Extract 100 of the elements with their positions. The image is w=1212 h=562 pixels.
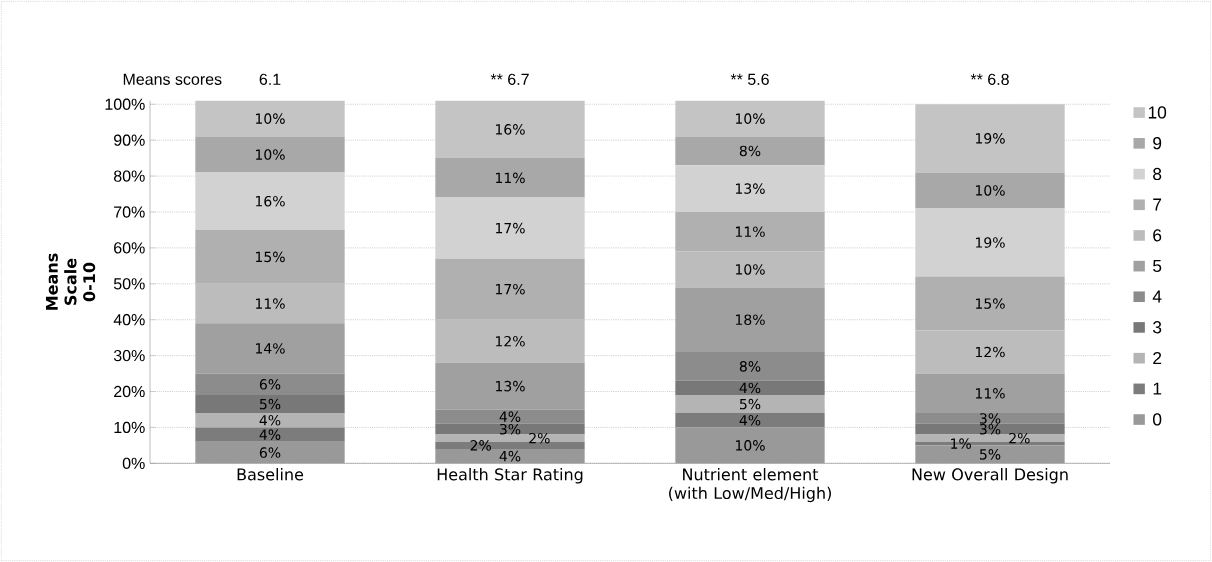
data-label: 8%	[739, 361, 761, 372]
text: ** 5.6	[730, 73, 769, 85]
bar	[435, 362, 585, 410]
text: Means scores	[123, 73, 222, 85]
data-label: 11%	[975, 388, 1005, 399]
legend-label: 4	[1152, 290, 1162, 303]
data-label: 10%	[255, 149, 285, 160]
data-label: 13%	[495, 380, 525, 392]
x-tick-label: Health Star Rating	[437, 468, 583, 484]
data-label: 4%	[739, 382, 761, 394]
data-label: 3%	[499, 423, 521, 435]
bar	[435, 423, 585, 435]
x-tick-label: New Overall Design	[912, 468, 1068, 484]
data-label: 10%	[735, 264, 765, 275]
bar	[435, 409, 585, 424]
data-label: 15%	[975, 298, 1005, 309]
data-label: 11%	[495, 172, 525, 184]
data-label: 4%	[499, 450, 521, 462]
y-tick-label: 90%	[114, 134, 145, 146]
data-label: 19%	[975, 133, 1005, 144]
data-label: 13%	[735, 183, 765, 194]
data-label: 3%	[979, 413, 1001, 424]
y-tick-label: 50%	[113, 278, 145, 290]
data-label: 16%	[495, 124, 525, 135]
y-tick-label: 0%	[122, 457, 145, 469]
bar	[675, 380, 825, 396]
data-label: 17%	[495, 283, 525, 295]
legend-label: 1	[1153, 382, 1162, 395]
data-label: 5%	[979, 449, 1001, 460]
legend-label: 2	[1153, 351, 1162, 364]
bar	[195, 100, 345, 137]
bar	[675, 427, 825, 464]
data-label: 17%	[495, 222, 525, 234]
legend-label: 5	[1153, 259, 1162, 273]
y-tick-label: 80%	[113, 170, 145, 182]
data-label: 11%	[735, 226, 765, 238]
data-label: 16%	[255, 195, 285, 207]
data-label: 12%	[495, 335, 525, 347]
bar	[915, 413, 1065, 424]
data-label: 15%	[255, 251, 285, 263]
bar	[195, 427, 345, 442]
data-label: 4%	[499, 411, 521, 422]
bar	[675, 352, 825, 381]
text: 6.1	[259, 73, 281, 85]
y-tick-label: 10%	[114, 421, 145, 434]
data-label: 5%	[739, 398, 761, 410]
bar	[195, 172, 345, 230]
legend-label: 8	[1153, 167, 1162, 181]
data-label: 6%	[259, 447, 281, 458]
data-label: 2%	[529, 432, 550, 444]
legend-label: 0	[1153, 413, 1162, 426]
data-label: 8%	[739, 145, 761, 157]
bar	[915, 104, 1065, 173]
x-tick-label: Nutrient element (with Low/Med/High)	[669, 468, 831, 503]
y-tick-label: 30%	[113, 349, 145, 362]
y-tick-label: 100%	[105, 98, 145, 110]
bar	[435, 100, 585, 159]
bar	[915, 172, 1065, 209]
bar	[915, 373, 1065, 414]
data-label: 4%	[259, 414, 281, 426]
legend-label: 7	[1153, 198, 1162, 211]
text: ** 6.7	[490, 73, 529, 85]
legend-label: 9	[1153, 137, 1162, 150]
bar	[195, 413, 345, 428]
bar	[675, 287, 825, 353]
y-tick-label: 40%	[113, 314, 145, 326]
data-label: 2%	[470, 440, 491, 451]
bar	[915, 208, 1065, 277]
bar	[915, 423, 1065, 435]
x-tick-label: Baseline	[237, 468, 304, 481]
bar	[195, 395, 345, 414]
bar	[675, 395, 825, 414]
legend-label: 10	[1148, 106, 1167, 119]
y-tick-label: 70%	[114, 206, 145, 218]
data-label: 3%	[979, 423, 1001, 435]
bar	[195, 441, 345, 464]
bar	[195, 323, 345, 374]
data-label: 4%	[739, 414, 761, 426]
legend-label: 6	[1153, 229, 1162, 242]
bar	[675, 413, 825, 428]
bar	[435, 434, 585, 442]
data-label: 12%	[975, 346, 1005, 358]
data-label: 10%	[255, 113, 285, 124]
bar	[675, 136, 825, 166]
data-label: 10%	[735, 113, 765, 124]
data-label: 2%	[1009, 432, 1030, 444]
legend-label: 3	[1153, 321, 1162, 334]
bar	[195, 136, 345, 173]
data-label: 5%	[259, 398, 281, 410]
bar	[435, 158, 585, 198]
data-label: 14%	[255, 343, 285, 354]
bar	[675, 100, 825, 137]
data-label: 19%	[975, 237, 1005, 248]
data-label: 10%	[975, 185, 1005, 196]
data-label: 11%	[255, 298, 285, 309]
data-label: 4%	[259, 429, 281, 440]
bar	[195, 373, 345, 396]
y-tick-label: 60%	[114, 242, 145, 254]
y-tick-label: 20%	[114, 385, 145, 398]
text: ** 6.8	[970, 73, 1009, 85]
